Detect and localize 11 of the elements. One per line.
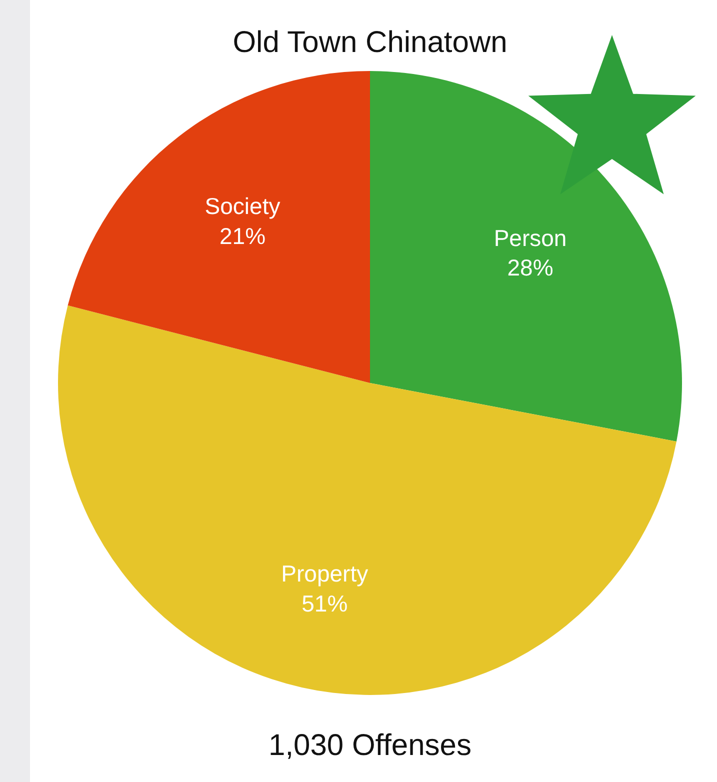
data-label: 28% <box>507 254 554 281</box>
pie-slice <box>68 71 370 383</box>
data-label: 21% <box>219 222 266 249</box>
data-label: 51% <box>302 590 348 616</box>
slice-label: Property <box>281 560 369 586</box>
slice-label: Person <box>494 224 567 251</box>
pie-slice <box>58 305 676 695</box>
text: 1,030 Offenses <box>268 729 472 762</box>
pie-slice <box>370 71 682 442</box>
slice-label: Society <box>204 193 281 220</box>
chart-title: Old Town Chinatown <box>232 26 508 59</box>
